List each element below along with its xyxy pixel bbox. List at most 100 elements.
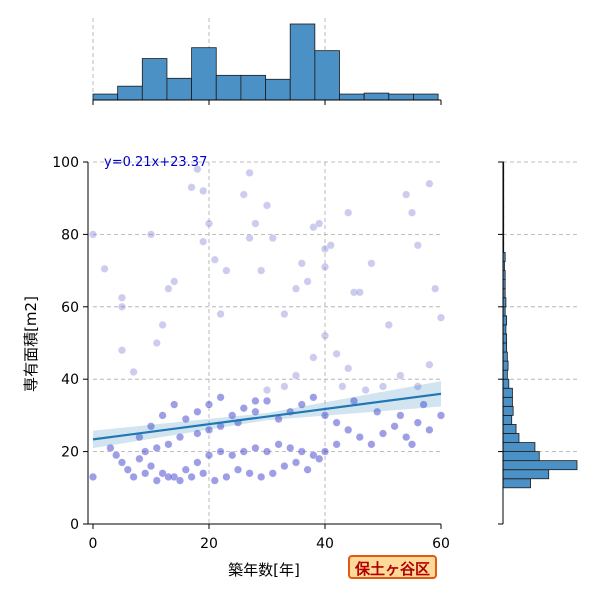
scatter-point [320,411,330,420]
scatter-point [315,219,324,228]
scatter-point [349,288,359,297]
scatter-point [181,465,190,474]
right-histogram-bar [502,451,540,462]
scatter-point [164,440,173,449]
scatter-point [245,233,254,243]
top-histogram-bar [314,50,340,101]
scatter-point [280,462,289,471]
right-histogram-bar [502,469,550,480]
scatter-point [413,382,422,391]
scatter-point [367,259,376,268]
scatter-point [152,476,161,485]
right-histogram-bar [502,405,514,416]
scatter-point [245,469,254,478]
y-tick-label: 100 [52,155,79,171]
scatter-point [251,396,260,405]
x-tick-label: 0 [89,536,98,552]
scatter-point [291,458,301,467]
scatter-point [181,414,190,424]
top-histogram-bar [388,93,414,101]
scatter-point [117,458,127,467]
scatter-point [332,349,341,358]
y-tick-label: 80 [61,227,79,243]
scatter-point [280,309,289,319]
scatter-point [402,433,411,442]
scatter-point [344,364,353,373]
ward-name-badge: 保土ヶ谷区 [348,555,438,579]
regression-equation-label: y=0.21x+23.37 [104,155,207,170]
scatter-point [262,447,272,456]
scatter-point [419,400,428,409]
x-tick-label: 60 [432,536,450,552]
scatter-point [361,386,370,395]
regression-confidence-band [93,381,441,449]
scatter-point [193,429,202,438]
scatter-point [257,266,266,275]
scatter-point [152,338,161,348]
scatter-point [309,353,318,362]
y-tick-label: 60 [61,300,79,316]
top-histogram-bar [289,23,316,101]
scatter-point [326,241,335,250]
scatter-point [141,447,150,456]
right-histogram-bar [502,442,536,452]
scatter-point [355,433,364,442]
scatter-point [407,440,417,449]
right-histogram-bar [502,387,513,398]
scatter-point [158,320,167,329]
scatter-point [297,447,306,456]
scatter-point [367,440,376,449]
scatter-point [320,244,330,253]
scatter-point [204,451,214,460]
scatter-point [129,472,138,481]
scatter-point [407,208,417,217]
scatter-point [291,371,301,380]
scatter-point [88,472,98,481]
scatter-point [378,429,388,438]
scatter-point [413,418,422,427]
scatter-point [158,411,167,420]
x-tick-label: 40 [316,536,334,552]
scatter-point [204,400,214,409]
top-marginal-histogram [92,18,442,105]
top-histogram-bar [413,93,439,101]
scatter-point [396,411,405,420]
scatter-point [152,443,161,453]
scatter-point [193,407,202,416]
scatter-point [436,313,446,322]
right-histogram-bar [502,369,508,380]
scatter-point [210,255,219,264]
scatter-point [158,469,167,478]
scatter-point [210,476,219,485]
top-histogram-bar [339,93,365,101]
scatter-point [402,190,411,199]
right-histogram-bar [502,351,508,362]
right-marginal-histogram [498,161,580,525]
scatter-point [117,346,127,355]
scatter-point [170,472,179,481]
scatter-point [193,165,202,174]
scatter-point [112,451,121,460]
scatter-point [216,447,225,456]
right-histogram-bar [502,424,517,434]
scatter-point [204,425,214,434]
scatter-point [257,472,266,481]
x-axis-label: 築年数[年] [228,561,300,579]
scatter-point [222,266,231,275]
scatter-point [320,331,330,340]
scatter-point [170,277,179,286]
scatter-point [175,433,185,442]
right-histogram-bar [502,478,531,489]
x-tick-label: 20 [200,536,218,552]
top-histogram-bar [191,47,217,101]
scatter-point [175,476,185,485]
right-histogram-bar [502,315,508,326]
y-tick-label: 0 [70,517,79,533]
scatter-point [193,458,202,467]
top-histogram-bar [141,58,168,101]
scatter-point [251,407,260,416]
scatter-point [251,443,260,453]
scatter-point [239,404,248,413]
scatter-point [239,190,248,199]
